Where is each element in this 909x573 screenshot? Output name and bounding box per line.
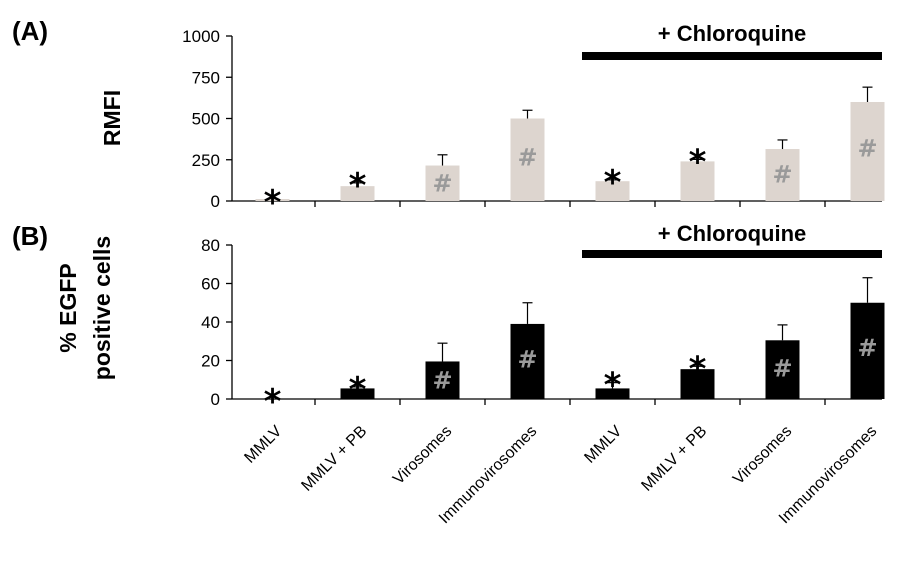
y-tick-label-a: 750 — [192, 68, 220, 87]
group-bracket-b — [582, 250, 882, 258]
bar-a — [680, 161, 715, 201]
significance-hash-a: # — [772, 160, 792, 188]
bar-a — [765, 149, 800, 201]
significance-star-b: * — [689, 349, 707, 389]
bar-a — [340, 186, 375, 201]
category-label: Virosomes — [390, 423, 455, 488]
significance-star-b: * — [349, 370, 367, 410]
bar-a — [850, 102, 885, 201]
category-label: Virosomes — [730, 423, 795, 488]
significance-hash-b: # — [772, 355, 792, 383]
y-axis-label-a: RMFI — [99, 90, 125, 146]
y-tick-label-b: 0 — [211, 390, 220, 409]
bar-a — [255, 199, 290, 201]
y-tick-label-a: 1000 — [182, 27, 220, 46]
y-tick-label-b: 80 — [201, 236, 220, 255]
panel-label-b: (B) — [12, 221, 48, 251]
significance-hash-a: # — [857, 135, 877, 163]
bar-b — [510, 323, 545, 399]
category-label: MMLV + PB — [638, 423, 710, 495]
significance-hash-a: # — [432, 169, 452, 197]
category-label: MMLV — [241, 423, 285, 467]
y-tick-label-b: 60 — [201, 275, 220, 294]
group-label-a: + Chloroquine — [658, 21, 807, 46]
y-tick-label-a: 0 — [211, 192, 220, 211]
significance-star-b: * — [604, 366, 622, 406]
significance-star-b: * — [264, 382, 282, 422]
y-axis-label-b-line1: % EGFP — [55, 263, 81, 352]
panel-b-chart: 0 20 40 60 80 * * # # * * # # — [201, 236, 885, 422]
bar-a — [425, 165, 460, 201]
significance-hash-b: # — [432, 366, 452, 394]
y-tick-label-b: 40 — [201, 313, 220, 332]
significance-star-a: * — [264, 183, 282, 223]
bar-a — [595, 181, 630, 201]
category-label: MMLV — [581, 423, 625, 467]
y-tick-label-a: 250 — [192, 151, 220, 170]
significance-star-a: * — [604, 163, 622, 203]
bar-b — [680, 369, 715, 399]
bar-b — [340, 388, 375, 399]
bar-b — [850, 302, 885, 399]
bar-b — [595, 388, 630, 399]
y-axis-label-b-line2: positive cells — [89, 236, 115, 380]
bar-a — [510, 118, 545, 201]
category-label: MMLV + PB — [298, 423, 370, 495]
group-label-b: + Chloroquine — [658, 221, 807, 246]
y-tick-label-a: 500 — [192, 110, 220, 129]
group-bracket-a — [582, 52, 882, 60]
significance-hash-b: # — [517, 346, 537, 374]
significance-star-a: * — [689, 142, 707, 182]
y-tick-label-b: 20 — [201, 352, 220, 371]
bar-b — [765, 340, 800, 399]
panel-label-a: (A) — [12, 16, 48, 46]
significance-star-a: * — [349, 166, 367, 206]
significance-hash-b: # — [857, 334, 877, 362]
significance-hash-a: # — [517, 144, 537, 172]
panel-a-chart: 0 250 500 750 1000 * * # # * * # # — [182, 27, 885, 223]
bar-b — [425, 361, 460, 399]
